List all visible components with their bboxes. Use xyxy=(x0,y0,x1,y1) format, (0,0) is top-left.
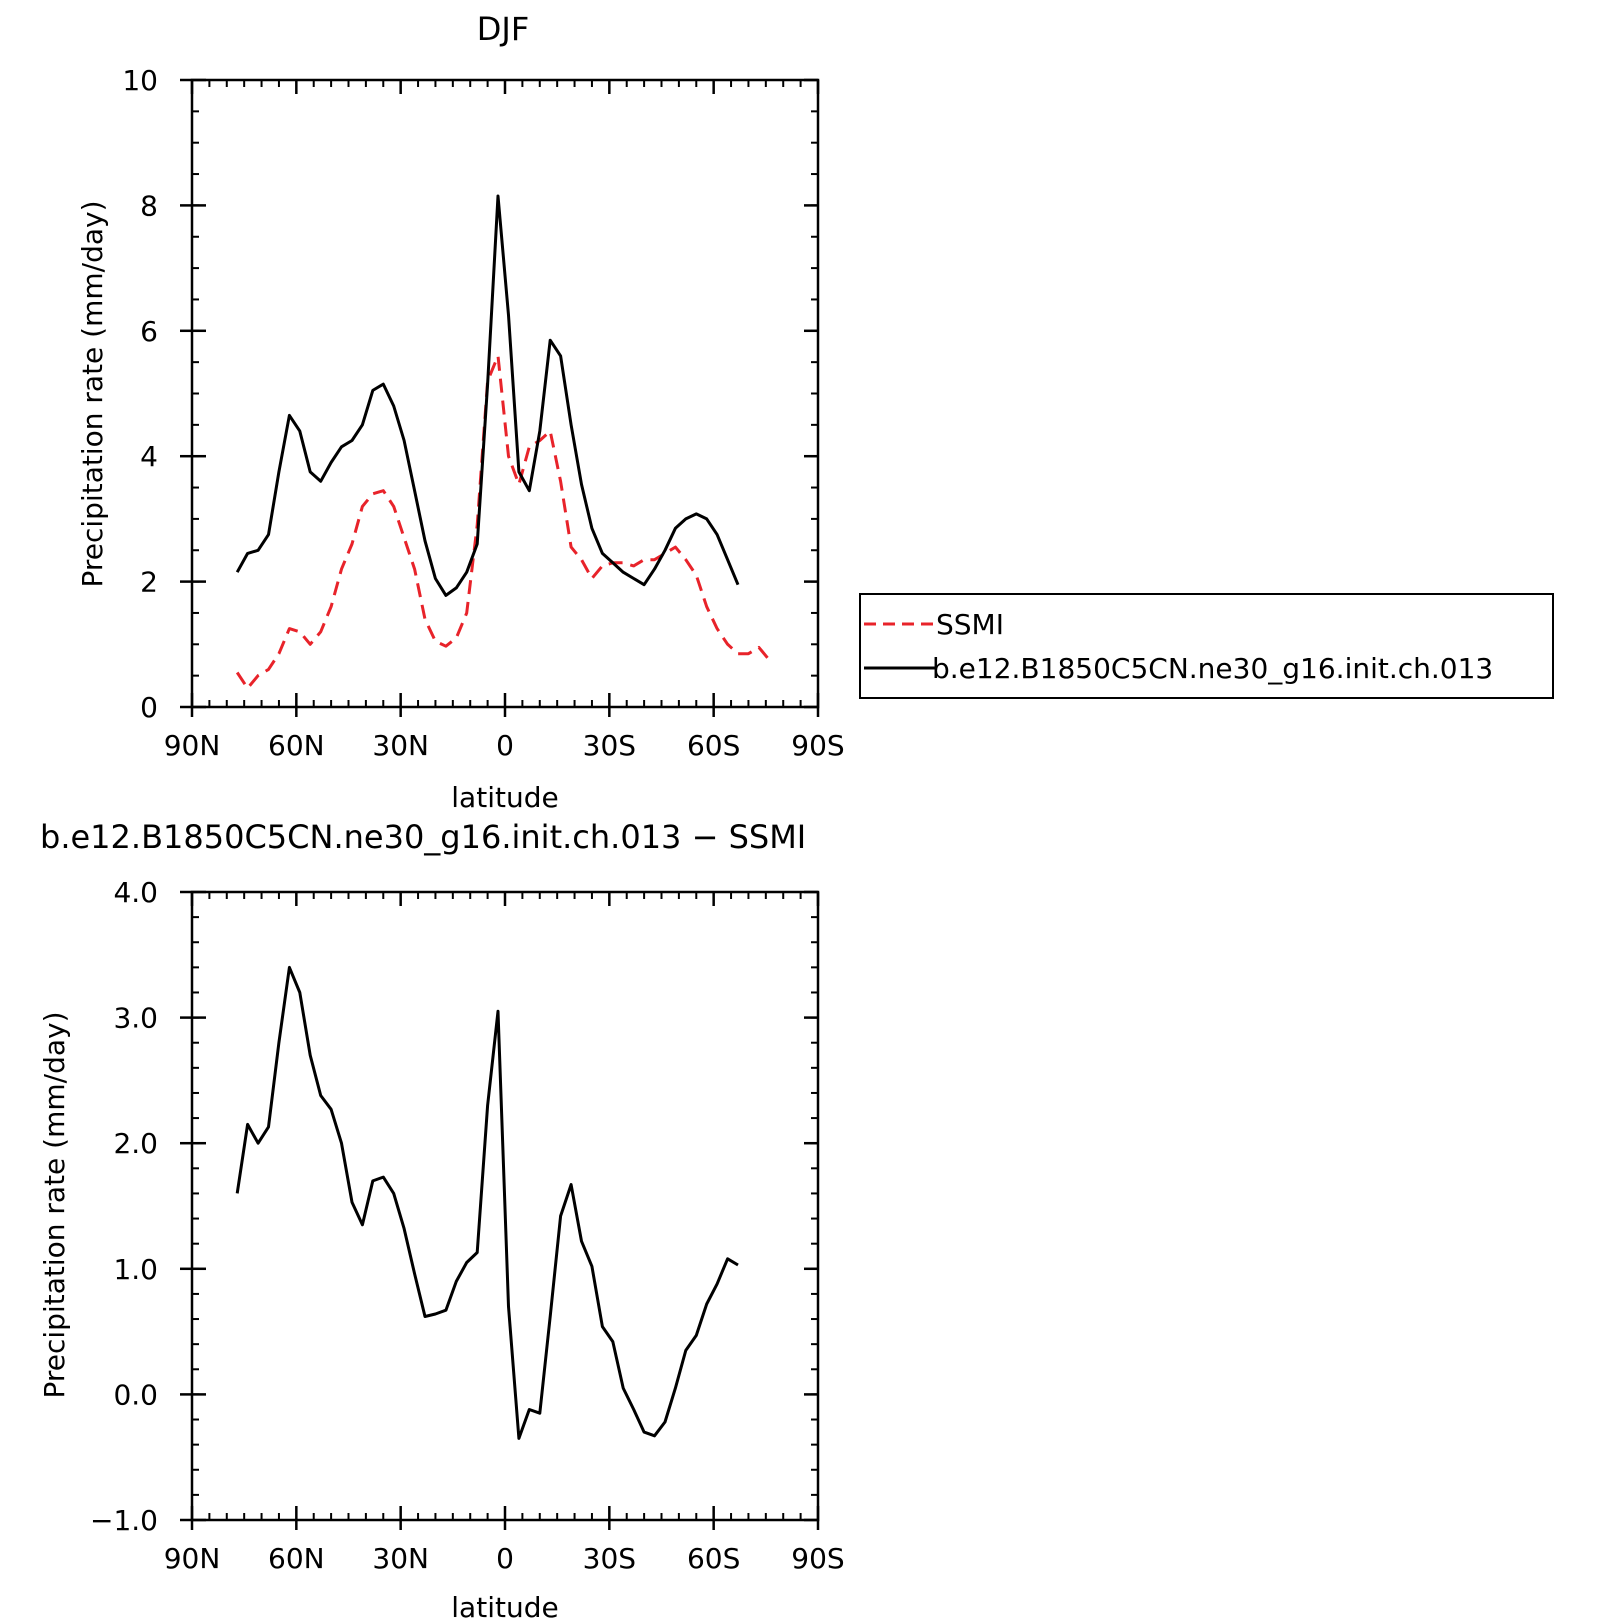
y-tick-label: 0.0 xyxy=(113,1378,158,1411)
bottom-series-line-0 xyxy=(235,965,739,1440)
y-tick-label: −1.0 xyxy=(90,1504,158,1537)
top-x-axis-label: latitude xyxy=(451,781,558,814)
x-tick-label: 30N xyxy=(372,1542,429,1575)
bottom-panel: b.e12.B1850C5CN.ne30_g16.init.ch.013 − S… xyxy=(38,818,845,1619)
bottom-plot-lines xyxy=(235,965,739,1440)
legend: SSMI b.e12.B1850C5CN.ne30_g16.init.ch.01… xyxy=(859,593,1554,699)
y-tick-label: 0 xyxy=(140,691,158,724)
x-tick-label: 30N xyxy=(372,729,429,762)
y-tick-label: 2.0 xyxy=(113,1127,158,1160)
legend-label-ssmi: SSMI xyxy=(936,608,1004,641)
y-tick-label: 4 xyxy=(140,440,158,473)
y-tick-label: 6 xyxy=(140,315,158,348)
x-tick-label: 30S xyxy=(583,1542,636,1575)
x-tick-label: 0 xyxy=(496,1542,514,1575)
legend-box xyxy=(859,593,1554,699)
x-tick-label: 90S xyxy=(791,729,844,762)
y-tick-label: 8 xyxy=(140,189,158,222)
x-tick-label: 60S xyxy=(687,729,740,762)
bottom-chart-title: b.e12.B1850C5CN.ne30_g16.init.ch.013 − S… xyxy=(40,818,806,856)
x-tick-label: 0 xyxy=(496,729,514,762)
y-tick-label: 3.0 xyxy=(113,1002,158,1035)
y-tick-label: 4.0 xyxy=(113,876,158,909)
y-tick-label: 2 xyxy=(140,566,158,599)
x-tick-label: 60S xyxy=(687,1542,740,1575)
top-plot-frame xyxy=(190,78,820,709)
top-chart-title: DJF xyxy=(477,10,529,48)
x-tick-label: 90S xyxy=(791,1542,844,1575)
top-plot-lines xyxy=(235,194,771,690)
x-tick-label: 90N xyxy=(164,729,221,762)
top-axis-ticks: 90N 60N 30N 0 30S 60S 90S 0 2 4 6 8 10 xyxy=(122,64,844,762)
legend-label-model: b.e12.B1850C5CN.ne30_g16.init.ch.013 xyxy=(932,652,1493,685)
x-tick-label: 90N xyxy=(164,1542,221,1575)
bottom-y-axis-label: Precipitation rate (mm/day) xyxy=(38,1011,71,1398)
x-tick-label: 60N xyxy=(268,1542,325,1575)
bottom-x-axis-label: latitude xyxy=(451,1591,558,1619)
top-series-line-1 xyxy=(235,194,740,597)
top-series-line-0 xyxy=(235,354,771,690)
top-y-axis-label: Precipitation rate (mm/day) xyxy=(76,200,109,587)
bottom-axis-ticks: 90N 60N 30N 0 30S 60S 90S −1.0 0.0 1.0 2.0 3.0 4.0 xyxy=(90,876,845,1575)
x-tick-label: 60N xyxy=(268,729,325,762)
y-tick-label: 1.0 xyxy=(113,1253,158,1286)
y-tick-label: 10 xyxy=(122,64,158,97)
x-tick-label: 30S xyxy=(583,729,636,762)
